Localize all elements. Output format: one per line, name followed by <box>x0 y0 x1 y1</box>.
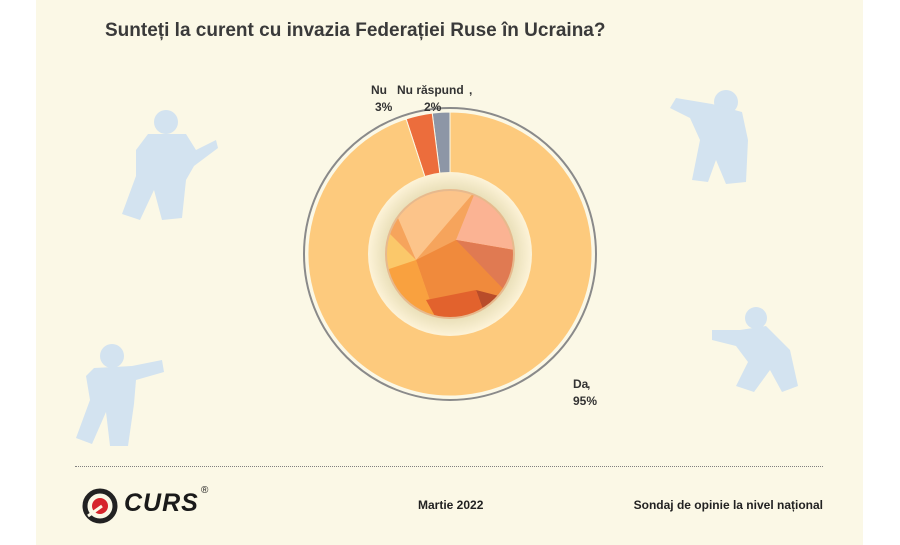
label-da-category: Da <box>573 377 589 391</box>
label-da-value: 95% <box>573 394 597 408</box>
slide: Sunteți la curent cu invazia Federației … <box>36 0 863 545</box>
logo-text: CURS <box>124 489 199 517</box>
soldier-silhouette-icon-4 <box>712 307 798 392</box>
logo-registered-mark: ® <box>201 485 209 496</box>
soldier-silhouette-icon-2 <box>670 90 748 184</box>
curs-logo: CURS ® <box>82 485 222 524</box>
center-medallion-rim <box>385 189 515 319</box>
soldier-silhouette-icon-1 <box>122 110 218 220</box>
label-nu-raspund-category: Nu răspund <box>397 83 464 97</box>
pie-slices <box>307 111 593 397</box>
footer-divider <box>75 466 823 467</box>
label-da-comma: , <box>587 377 590 391</box>
pie-chart: Nu 3% Nu răspund , 2% Da , 95% <box>76 83 798 446</box>
footer-survey: Sondaj de opinie la nivel național <box>633 498 823 512</box>
soldier-silhouette-icon-3 <box>76 344 164 446</box>
curs-logo-icon <box>82 488 118 524</box>
label-nu-raspund-value: 2% <box>424 100 442 114</box>
outer-ring <box>303 107 597 401</box>
label-nu-value: 3% <box>375 100 393 114</box>
footer-date: Martie 2022 <box>418 498 484 512</box>
label-nu-category: Nu <box>371 83 387 97</box>
label-nu-raspund-comma: , <box>469 83 472 97</box>
chart-title: Sunteți la curent cu invazia Federației … <box>105 20 606 41</box>
